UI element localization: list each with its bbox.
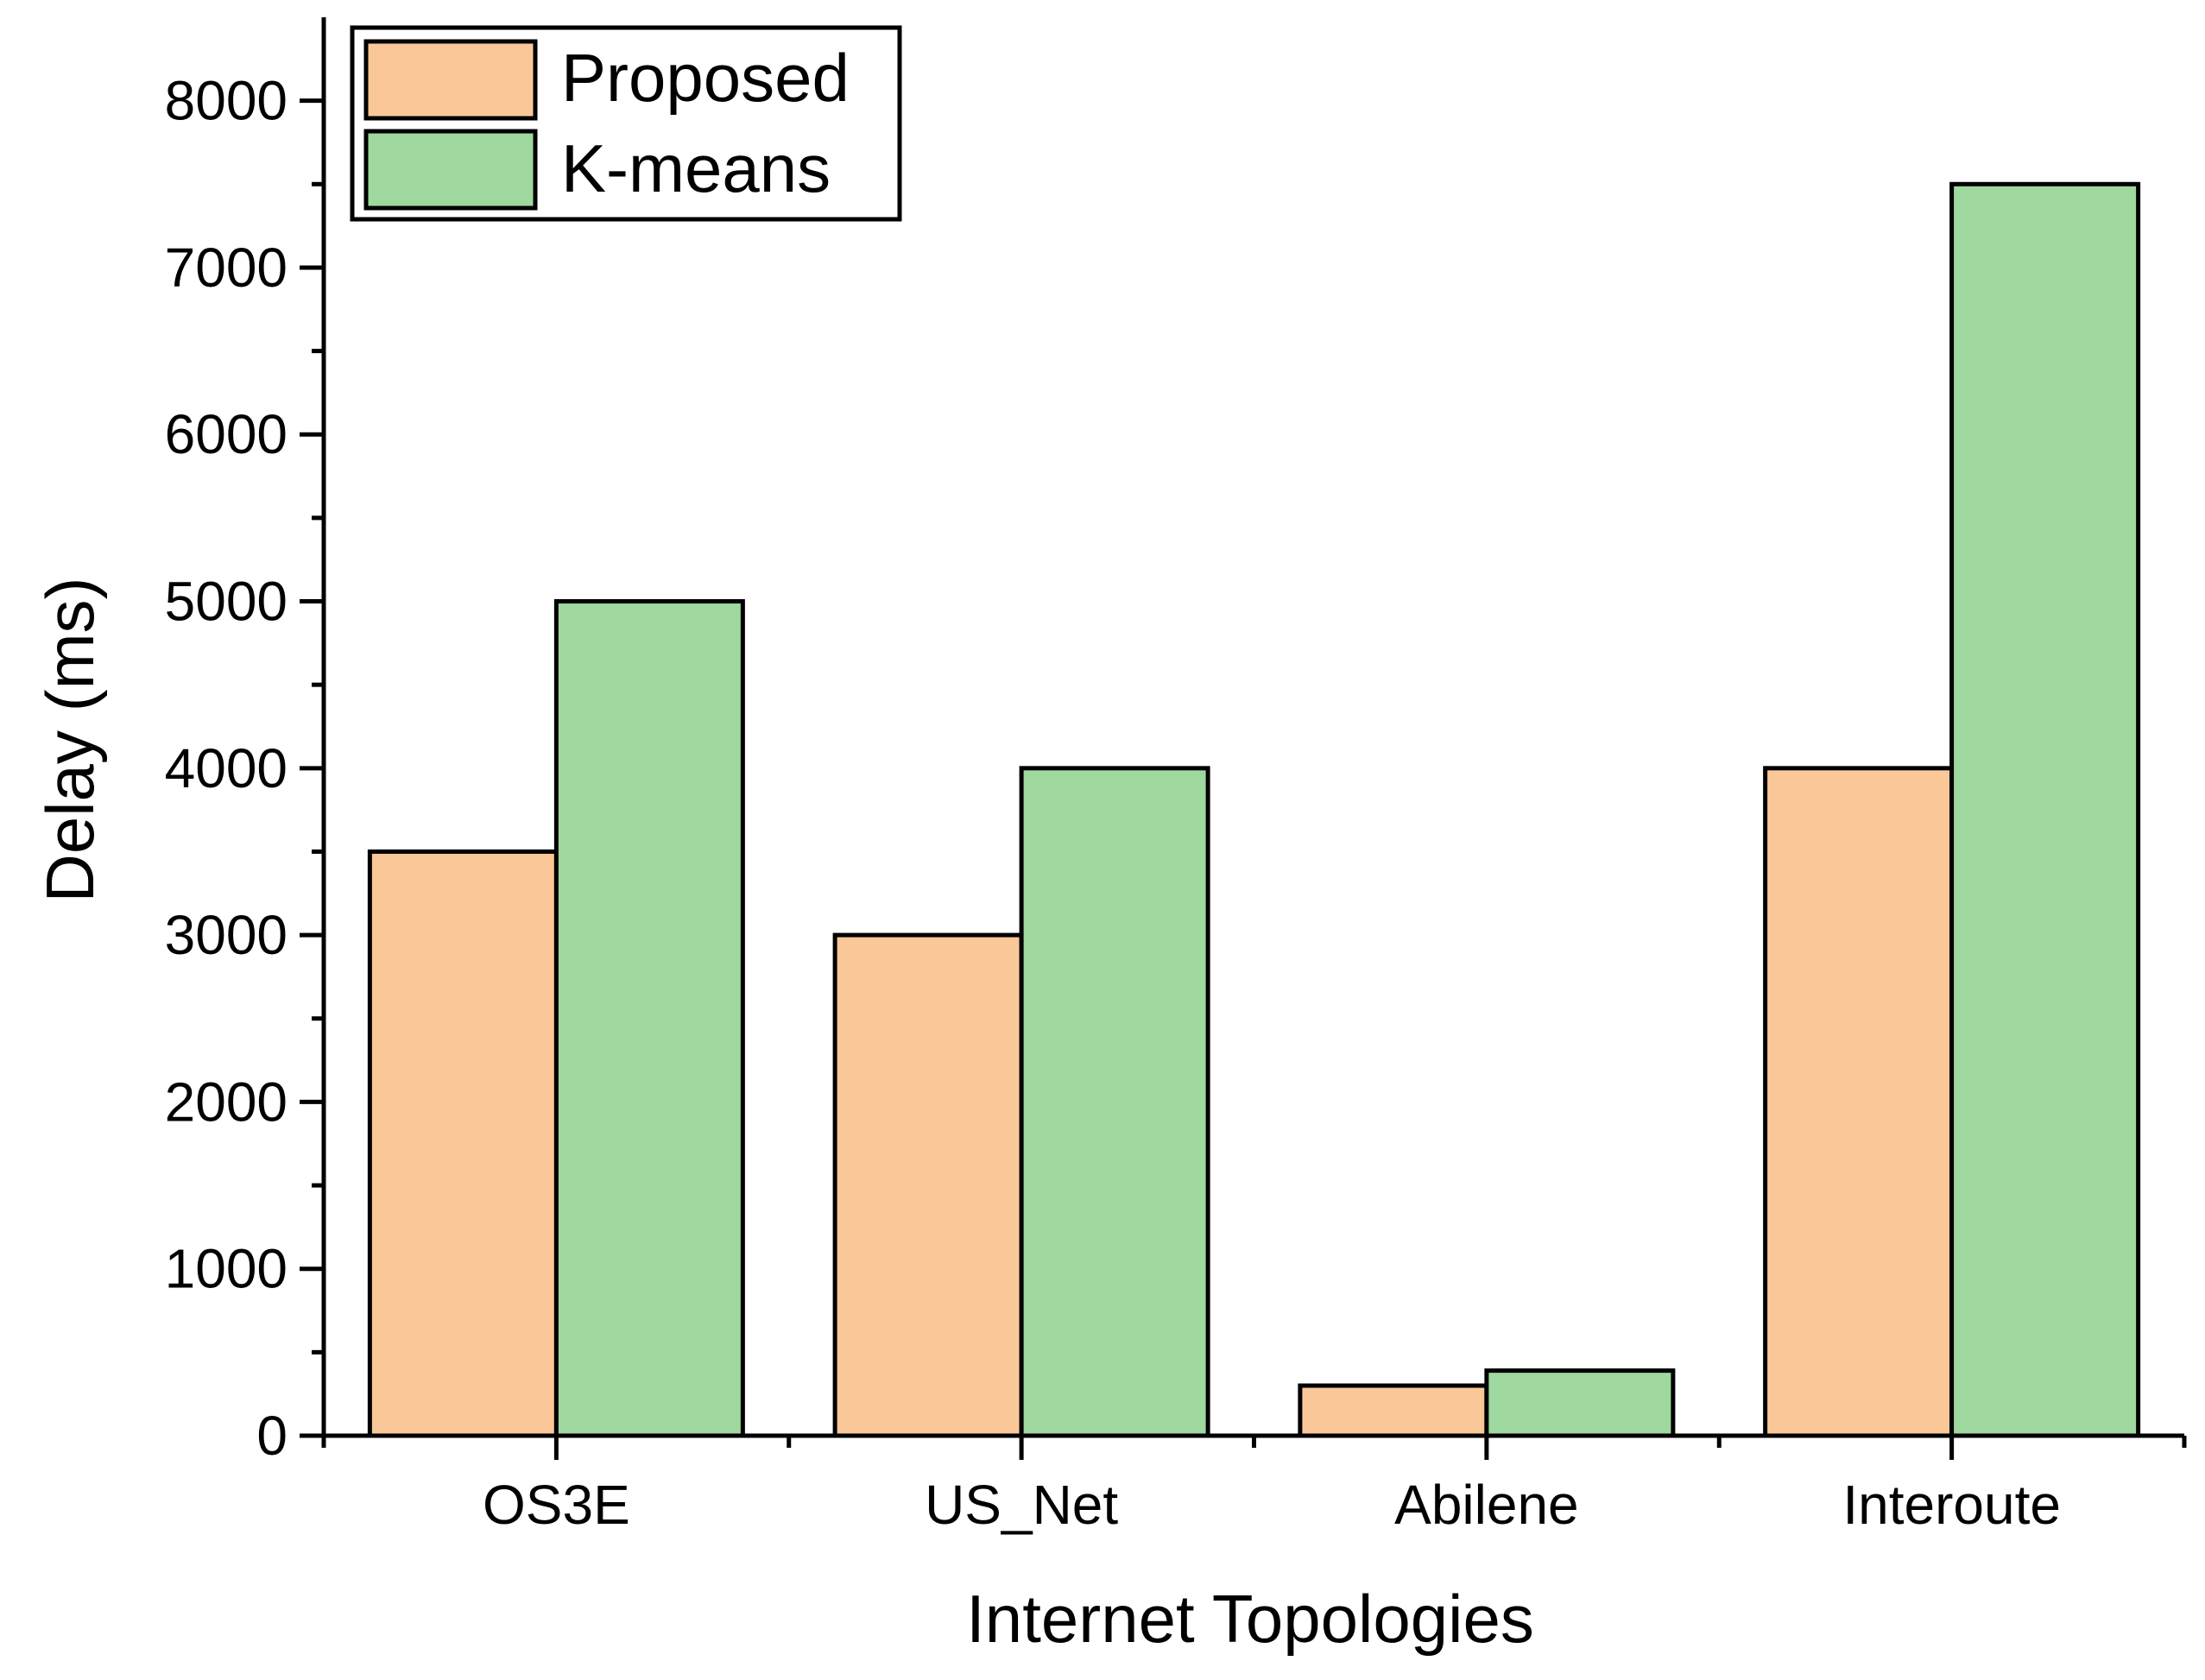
- y-tick-label-1000: 1000: [165, 1238, 287, 1300]
- y-tick-label-7000: 7000: [165, 237, 287, 299]
- bars-group: [367, 181, 2141, 1438]
- legend: Proposed K-means: [350, 25, 902, 222]
- bar-proposed-us-net: [832, 932, 1024, 1438]
- legend-swatch-proposed: [363, 39, 538, 121]
- bar-k-means-us-net: [1019, 766, 1210, 1438]
- legend-label-proposed: Proposed: [561, 40, 850, 116]
- x-axis-title: Internet Topologies: [966, 1581, 1534, 1657]
- labels-group: OS3E US_Net Abilene Interoute 0 1000 2000 3000 4…: [165, 70, 2061, 1536]
- legend-swatch-k-means: [363, 129, 538, 211]
- y-tick-label-4000: 4000: [165, 737, 287, 799]
- bar-proposed-interoute: [1763, 766, 1955, 1438]
- y-tick-label-2000: 2000: [165, 1071, 287, 1133]
- y-tick-label-6000: 6000: [165, 403, 287, 465]
- y-axis-title: Delay (ms): [32, 577, 108, 902]
- bar-k-means-os3e: [553, 599, 745, 1438]
- y-tick-label-8000: 8000: [165, 70, 287, 132]
- x-tick-label-us-net: US_Net: [925, 1474, 1118, 1536]
- y-tick-label-3000: 3000: [165, 904, 287, 966]
- legend-label-k-means: K-means: [561, 130, 831, 206]
- x-tick-label-os3e: OS3E: [483, 1474, 630, 1536]
- bar-proposed-abilene: [1298, 1383, 1489, 1438]
- y-tick-label-5000: 5000: [165, 571, 287, 633]
- ticks-group: [300, 98, 2187, 1460]
- y-tick-label-0: 0: [256, 1405, 287, 1467]
- x-tick-label-abilene: Abilene: [1394, 1474, 1579, 1536]
- bar-k-means-abilene: [1484, 1368, 1676, 1438]
- bar-proposed-os3e: [367, 849, 559, 1438]
- bar-k-means-interoute: [1949, 181, 2141, 1438]
- x-tick-label-interoute: Interoute: [1842, 1474, 2061, 1536]
